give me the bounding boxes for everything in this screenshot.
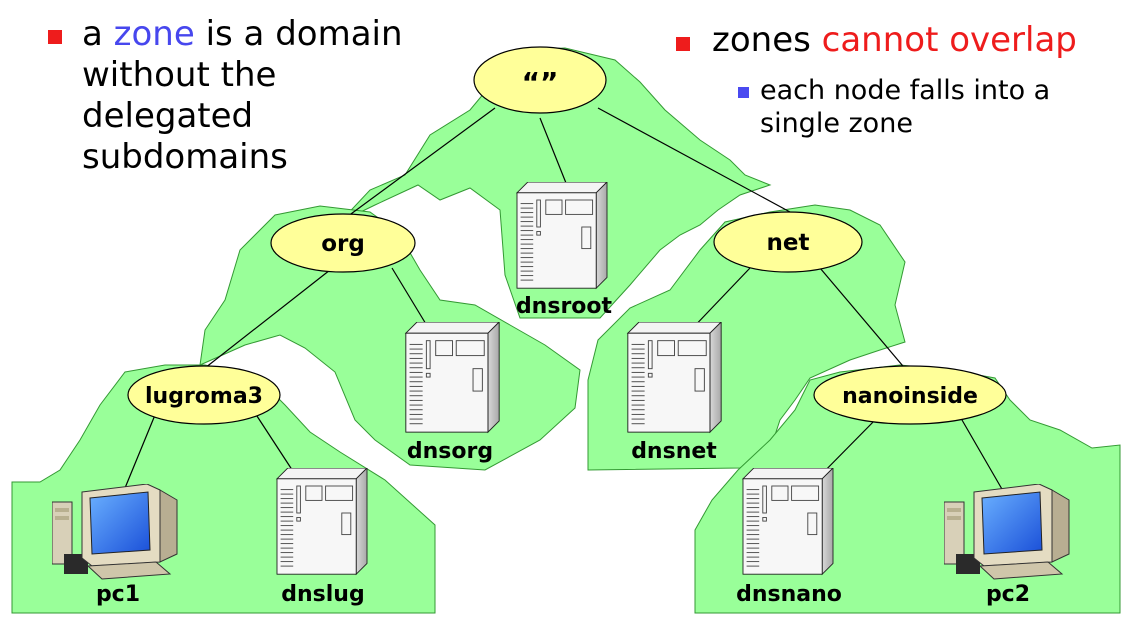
bullet-right-highlight: cannot overlap — [821, 20, 1077, 60]
server-dnsorg-label: dnsorg — [407, 439, 493, 464]
sub-bullet-marker — [738, 87, 749, 98]
pc-pc1: pc1 — [52, 484, 178, 607]
node-nanoinside: nanoinside — [813, 365, 1007, 425]
node-lugroma3-label: lugroma3 — [145, 384, 263, 409]
node-net-label: net — [767, 230, 810, 256]
node-org-label: org — [321, 231, 365, 257]
bullet-left-marker — [48, 30, 62, 44]
bullet-right-prefix: zones — [712, 20, 822, 60]
server-dnsroot-label: dnsroot — [516, 294, 613, 319]
bullet-right: zones cannot overlap — [712, 20, 1133, 61]
server-dnsroot: dnsroot — [516, 182, 613, 319]
node-root-label: “” — [522, 66, 559, 99]
sub-bullet: each node falls into a single zone — [760, 75, 1051, 139]
bullet-left-prefix: a — [82, 14, 114, 54]
bullet-left: a zone is a domain without the delegated… — [82, 14, 412, 178]
server-dnslug: dnslug — [276, 468, 368, 607]
bullet-left-highlight: zone — [113, 14, 195, 54]
bullet-left-suffix: is a domain without the delegated subdom… — [82, 14, 403, 177]
pc-pc2-label: pc2 — [986, 582, 1030, 607]
node-net: net — [713, 211, 863, 273]
pc-pc1-label: pc1 — [96, 582, 140, 607]
node-org: org — [270, 213, 416, 273]
server-dnsnano-label: dnsnano — [736, 582, 842, 607]
server-dnslug-label: dnslug — [281, 582, 364, 607]
server-dnsorg: dnsorg — [405, 322, 500, 464]
server-dnsnet-label: dnsnet — [631, 439, 717, 464]
pc-pc2: pc2 — [944, 484, 1070, 607]
server-dnsnano: dnsnano — [736, 468, 842, 607]
node-root: “” — [473, 46, 607, 114]
bullet-right-marker — [676, 37, 690, 51]
node-nanoinside-label: nanoinside — [842, 384, 978, 409]
server-dnsnet: dnsnet — [627, 322, 722, 464]
node-lugroma3: lugroma3 — [127, 365, 281, 425]
